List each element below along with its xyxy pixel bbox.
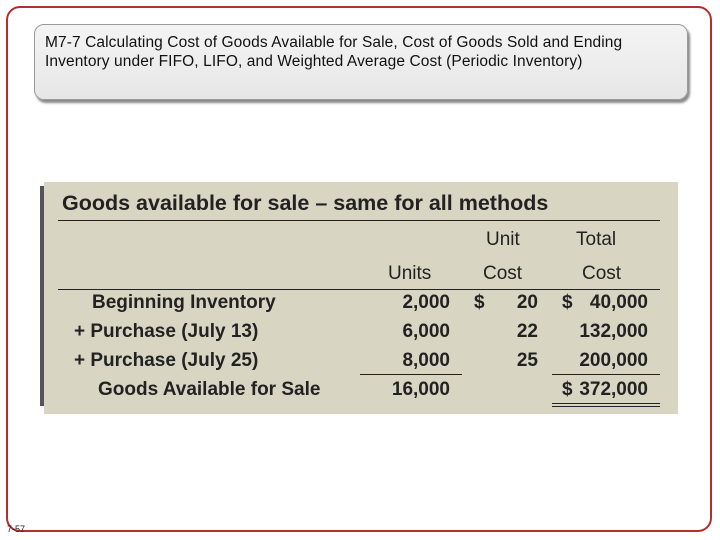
header-units: Units — [388, 263, 432, 284]
double-rule-top — [552, 403, 660, 404]
slide-number: 7-57 — [7, 524, 26, 534]
row-unit-cost: 20 — [516, 292, 538, 313]
row-unit-cost: 22 — [516, 321, 538, 342]
slide-title: M7-7 Calculating Cost of Goods Available… — [45, 34, 623, 70]
units-subtotal-rule — [360, 374, 462, 375]
inventory-table: Goods available for sale – same for all … — [58, 188, 660, 221]
row-units: 2,000 — [402, 292, 450, 313]
row-label: Beginning Inventory — [92, 292, 276, 313]
row-label: + Purchase (July 13) — [74, 321, 259, 342]
title-box: M7-7 Calculating Cost of Goods Available… — [34, 24, 688, 100]
header-total-cost: Cost — [582, 263, 622, 284]
row-units: 8,000 — [402, 350, 450, 371]
header-unit-cost: Cost — [483, 263, 523, 284]
total-subtotal-rule — [552, 374, 660, 375]
heading-rule — [58, 220, 660, 221]
total-row-currency: $ — [562, 379, 573, 400]
slide-frame — [6, 6, 712, 532]
row-units: 6,000 — [402, 321, 450, 342]
panel-shadow — [40, 186, 44, 406]
header-rule — [58, 289, 660, 290]
total-row-units: 16,000 — [391, 379, 450, 400]
row-currency: $ — [474, 292, 485, 313]
total-row-label: Goods Available for Sale — [98, 379, 321, 400]
row-currency: $ — [562, 292, 573, 313]
total-row-total: 372,000 — [579, 379, 648, 400]
header-unit: Unit — [486, 229, 520, 250]
row-total: 40,000 — [589, 292, 648, 313]
table-heading: Goods available for sale – same for all … — [62, 191, 549, 215]
row-total: 132,000 — [579, 321, 648, 342]
row-label: + Purchase (July 25) — [74, 350, 259, 371]
row-unit-cost: 25 — [516, 350, 538, 371]
row-total: 200,000 — [579, 350, 648, 371]
double-rule-bottom — [552, 406, 660, 407]
header-total: Total — [576, 229, 617, 250]
